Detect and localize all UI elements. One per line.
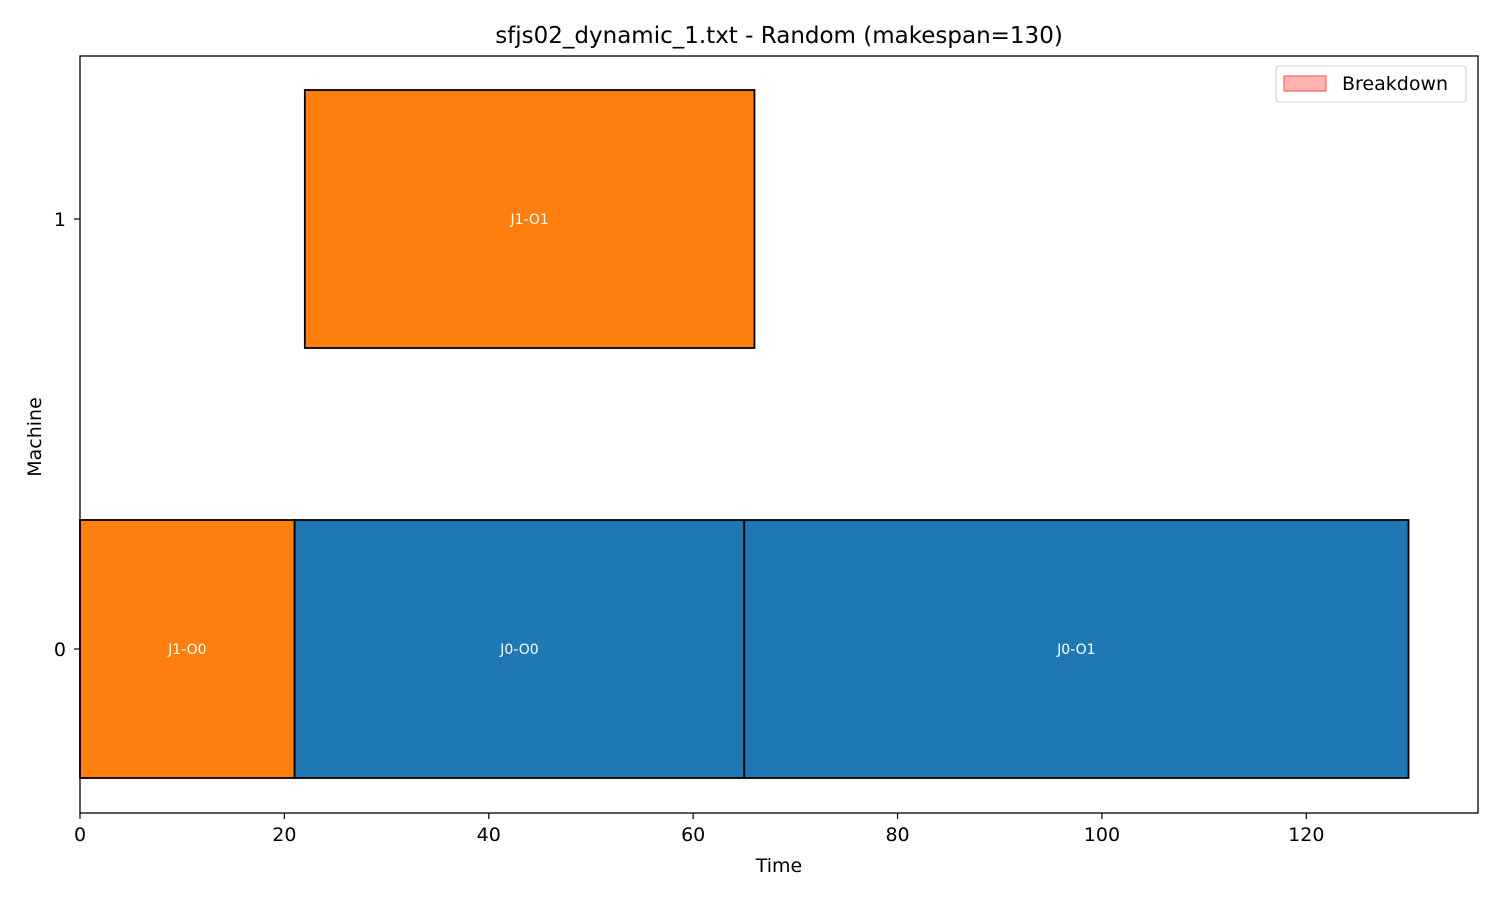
operation-bar-j0-o0 bbox=[293, 519, 746, 779]
operation-label-j0-o1: J0-O1 bbox=[1056, 642, 1095, 658]
legend-label-breakdown: Breakdown bbox=[1342, 73, 1448, 95]
operation-label-j1-o1: J1-O1 bbox=[509, 212, 548, 228]
operation-bar-j1-o1 bbox=[303, 89, 756, 349]
y-tick-label: 0 bbox=[54, 639, 66, 661]
y-axis-label: Machine bbox=[24, 397, 46, 477]
operation-bar-j0-o1 bbox=[743, 519, 1410, 779]
legend: Breakdown bbox=[1275, 65, 1467, 103]
plot-frame bbox=[79, 55, 1479, 814]
x-tick-label: 40 bbox=[477, 824, 501, 846]
x-tick-label: 80 bbox=[885, 824, 909, 846]
y-tick-label: 1 bbox=[54, 209, 66, 231]
axis-ticks: 0 20 40 60 80 100 120 0 1 bbox=[54, 209, 1325, 846]
x-tick-label: 0 bbox=[74, 824, 86, 846]
chart-title: sfjs02_dynamic_1.txt - Random (makespan=… bbox=[495, 23, 1063, 49]
operation-label-j1-o0: J1-O0 bbox=[167, 642, 206, 658]
operation-bar-j1-o0 bbox=[79, 519, 296, 779]
legend-swatch-breakdown bbox=[1283, 75, 1327, 92]
operation-bars: J1-O0 J0-O0 J0-O1 J1-O1 bbox=[79, 89, 1410, 779]
x-tick-label: 120 bbox=[1288, 824, 1324, 846]
x-tick-label: 60 bbox=[681, 824, 705, 846]
operation-label-j0-o0: J0-O0 bbox=[499, 642, 538, 658]
x-tick-label: 100 bbox=[1084, 824, 1120, 846]
x-axis-label: Time bbox=[755, 855, 803, 877]
x-tick-label: 20 bbox=[272, 824, 296, 846]
legend-box bbox=[1275, 65, 1467, 103]
